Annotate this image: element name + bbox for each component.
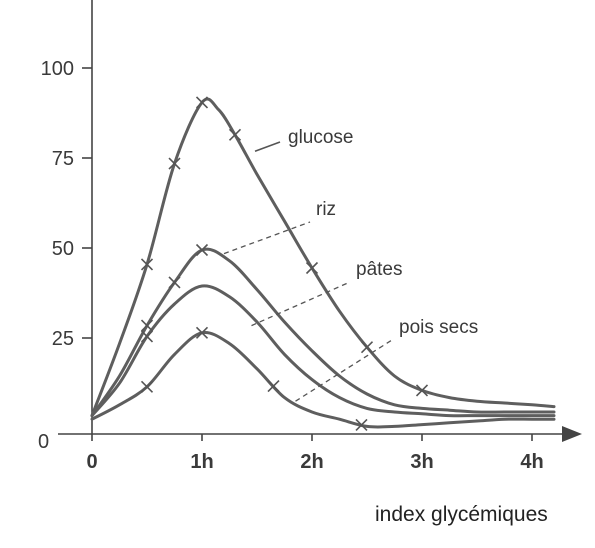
curve-label-glucose: glucose <box>288 127 354 148</box>
x-tick-label: 0 <box>86 451 97 473</box>
tick-labels: 0 25 50 75 100 0 1h 2h 3h 4h <box>38 58 544 473</box>
curves <box>90 97 556 429</box>
data-point-marker <box>415 384 429 397</box>
data-point-marker <box>228 128 242 141</box>
series-line-pois-secs <box>90 331 556 429</box>
data-point-marker <box>140 330 154 343</box>
data-point-marker <box>195 96 209 109</box>
markers <box>140 96 429 432</box>
curve-label-pois-secs: pois secs <box>399 317 478 338</box>
data-point-marker <box>195 243 209 257</box>
data-point-marker <box>360 341 374 354</box>
curve-label-pâtes: pâtes <box>356 259 402 280</box>
data-point-marker <box>168 157 181 170</box>
label-leader-line <box>254 141 281 152</box>
chart-caption: index glycémiques <box>375 503 548 526</box>
tick-marks <box>82 67 533 441</box>
data-point-marker <box>140 380 154 393</box>
series-line-riz <box>90 247 556 418</box>
axes <box>58 0 582 442</box>
data-point-marker <box>140 319 154 332</box>
x-tick-label: 2h <box>300 451 323 473</box>
data-point-marker <box>305 261 319 275</box>
origin-label: 0 <box>38 431 49 453</box>
y-tick-label: 100 <box>41 58 74 80</box>
x-tick-label: 1h <box>190 451 213 473</box>
data-point-marker <box>168 276 181 289</box>
y-tick-label: 75 <box>52 148 74 170</box>
label-leader-line <box>295 339 393 402</box>
label-leader-line <box>223 221 311 255</box>
series-line-glucose <box>90 97 556 418</box>
data-point-marker <box>195 326 209 339</box>
data-point-marker <box>140 258 154 271</box>
curve-labels: glucose riz pâtes pois secs <box>223 127 478 402</box>
series-line-pâtes <box>90 284 556 418</box>
data-point-marker <box>267 380 280 393</box>
y-tick-label: 25 <box>52 328 74 350</box>
y-tick-label: 50 <box>52 238 74 260</box>
x-axis-arrow-icon <box>562 426 582 442</box>
curve-label-riz: riz <box>316 199 336 220</box>
data-point-marker <box>355 418 368 432</box>
x-tick-label: 3h <box>410 451 433 473</box>
x-tick-label: 4h <box>520 451 543 473</box>
